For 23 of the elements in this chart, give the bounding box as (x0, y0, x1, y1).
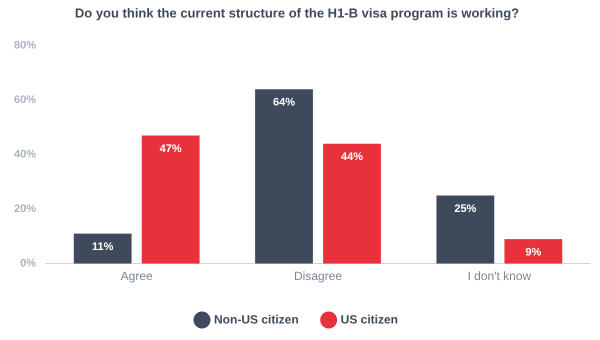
data-label: 47% (160, 143, 182, 156)
legend-label: Non-US citizen (214, 312, 299, 326)
x-tick-label: I don't know (468, 269, 532, 284)
data-label: 9% (525, 246, 542, 259)
bar (74, 234, 132, 264)
data-label: 64% (272, 96, 296, 109)
legend-label: US citizen (340, 312, 398, 326)
y-tick-label: 80% (14, 40, 36, 52)
bar (436, 195, 494, 264)
bar (323, 144, 381, 264)
y-tick-label: 0% (20, 258, 36, 270)
bar (504, 239, 562, 264)
chart-title: Do you think the current structure of the H1-B visa program is working? (74, 5, 520, 20)
y-tick-label: 60% (14, 94, 36, 106)
data-label: 44% (340, 151, 364, 164)
bar (255, 89, 313, 264)
x-tick-label: Agree (120, 269, 154, 284)
y-tick-label: 40% (14, 148, 36, 161)
bar (142, 136, 200, 264)
x-tick-label: Disagree (294, 269, 342, 284)
y-tick-label: 20% (14, 203, 36, 216)
data-label: 25% (454, 203, 477, 216)
data-label: 11% (92, 241, 114, 254)
